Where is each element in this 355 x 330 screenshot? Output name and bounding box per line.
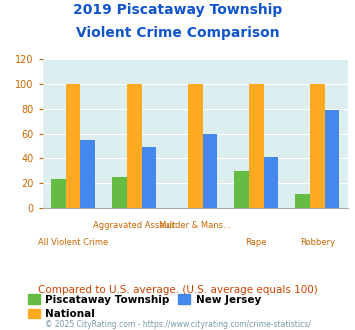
Text: Rape: Rape bbox=[246, 238, 267, 247]
Legend: Piscataway Township, National, New Jersey: Piscataway Township, National, New Jerse… bbox=[23, 290, 265, 323]
Text: 2019 Piscataway Township: 2019 Piscataway Township bbox=[73, 3, 282, 17]
Bar bbox=[112, 177, 127, 208]
Text: Compared to U.S. average. (U.S. average equals 100): Compared to U.S. average. (U.S. average … bbox=[38, 285, 317, 295]
Bar bbox=[51, 180, 66, 208]
Bar bbox=[188, 84, 203, 208]
Bar bbox=[325, 110, 339, 208]
Bar bbox=[142, 147, 156, 208]
Text: Robbery: Robbery bbox=[300, 238, 335, 247]
Bar bbox=[264, 157, 278, 208]
Bar bbox=[127, 84, 142, 208]
Bar bbox=[310, 84, 325, 208]
Bar bbox=[81, 140, 95, 208]
Text: All Violent Crime: All Violent Crime bbox=[38, 238, 108, 247]
Text: Murder & Mans...: Murder & Mans... bbox=[159, 221, 231, 230]
Bar bbox=[249, 84, 264, 208]
Text: Aggravated Assault: Aggravated Assault bbox=[93, 221, 175, 230]
Text: Violent Crime Comparison: Violent Crime Comparison bbox=[76, 26, 279, 40]
Bar bbox=[66, 84, 81, 208]
Text: © 2025 CityRating.com - https://www.cityrating.com/crime-statistics/: © 2025 CityRating.com - https://www.city… bbox=[45, 320, 310, 329]
Bar bbox=[295, 194, 310, 208]
Bar bbox=[234, 171, 249, 208]
Bar bbox=[203, 134, 217, 208]
